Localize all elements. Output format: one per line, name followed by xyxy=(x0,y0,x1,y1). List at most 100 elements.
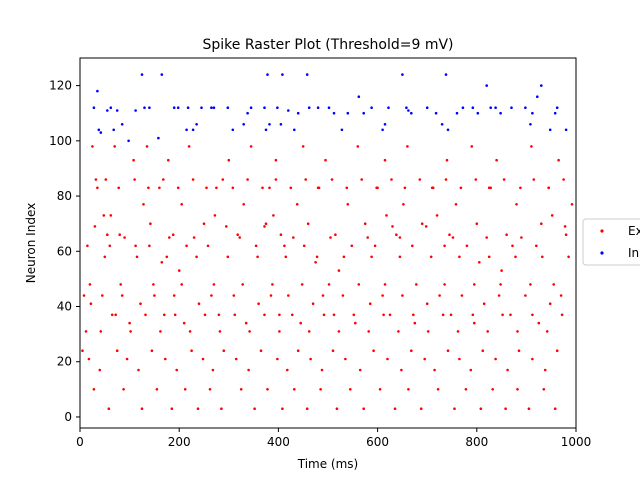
spike-point-ex xyxy=(469,368,473,372)
spike-point-ex xyxy=(236,233,239,236)
y-axis-label: Neuron Index xyxy=(24,203,38,283)
spike-point-ex xyxy=(378,388,382,391)
spike-point-ex xyxy=(532,178,536,181)
spike-point-ex xyxy=(481,349,485,353)
y-axis-ticks: 0 20 40 60 80 100 120 xyxy=(49,79,80,424)
spike-point-ex xyxy=(300,283,304,286)
spike-point-in xyxy=(143,106,146,109)
spike-point-in xyxy=(249,106,253,109)
spike-point-in xyxy=(109,106,113,109)
spike-point-ex xyxy=(514,255,517,259)
spike-point-ex xyxy=(221,178,225,181)
spike-point-ex xyxy=(435,214,439,217)
spike-point-ex xyxy=(93,225,97,228)
y-tick-label: 0 xyxy=(64,410,72,424)
spike-point-ex xyxy=(103,255,107,259)
spike-point-ex xyxy=(527,407,531,411)
spike-point-in xyxy=(346,111,350,115)
spike-point-in xyxy=(489,106,493,109)
spike-point-ex xyxy=(479,407,483,411)
spike-point-ex xyxy=(400,368,403,372)
spike-point-ex xyxy=(398,255,402,259)
x-tick-label: 400 xyxy=(267,435,290,449)
spike-point-ex xyxy=(520,236,523,239)
spike-point-ex xyxy=(388,313,392,317)
spike-point-ex xyxy=(89,302,93,306)
spike-point-ex xyxy=(256,255,259,259)
spike-point-in xyxy=(461,106,465,109)
spike-point-ex xyxy=(254,244,258,248)
x-axis-ticks: 0 200 400 600 800 1000 xyxy=(76,428,591,449)
spike-point-in xyxy=(112,128,115,132)
spike-point-in xyxy=(97,128,101,132)
spike-point-ex xyxy=(283,244,286,248)
spike-point-ex xyxy=(473,283,476,286)
spike-point-ex xyxy=(505,233,508,236)
spike-point-in xyxy=(476,111,480,115)
spike-point-in xyxy=(381,128,384,132)
y-tick-label: 100 xyxy=(49,134,72,148)
spike-point-in xyxy=(96,89,99,93)
spike-point-ex xyxy=(162,178,165,181)
spike-point-ex xyxy=(269,294,273,297)
spike-point-ex xyxy=(398,236,402,239)
spike-point-ex xyxy=(152,283,155,286)
spike-point-in xyxy=(195,123,198,126)
spike-point-ex xyxy=(464,388,468,391)
spike-point-in xyxy=(362,111,366,115)
spike-point-ex xyxy=(504,407,507,411)
spike-point-ex xyxy=(324,158,327,162)
spike-point-ex xyxy=(155,388,159,391)
spike-point-ex xyxy=(287,294,290,297)
spike-point-ex xyxy=(436,388,440,391)
spike-point-ex xyxy=(182,321,186,325)
spike-point-in xyxy=(185,128,188,132)
spike-point-ex xyxy=(360,178,364,181)
spike-point-ex xyxy=(322,313,326,317)
spike-point-ex xyxy=(564,233,568,236)
spike-point-ex xyxy=(102,214,106,217)
spike-point-in xyxy=(531,111,534,115)
spike-point-ex xyxy=(148,244,151,248)
y-tick-label: 80 xyxy=(57,189,72,203)
plot-area xyxy=(80,58,576,428)
spike-point-ex xyxy=(330,178,334,181)
spike-point-ex xyxy=(419,407,423,411)
spike-point-ex xyxy=(165,255,169,259)
spike-point-ex xyxy=(474,178,478,181)
spike-point-ex xyxy=(350,244,354,248)
spike-point-in xyxy=(200,106,203,109)
spike-point-ex xyxy=(266,388,269,391)
spike-point-ex xyxy=(144,313,147,317)
spike-point-ex xyxy=(149,222,152,225)
spike-point-ex xyxy=(119,283,122,286)
spike-point-ex xyxy=(81,349,84,353)
spike-point-ex xyxy=(173,313,177,317)
spike-point-ex xyxy=(367,330,371,333)
spike-point-ex xyxy=(456,330,460,333)
spike-point-ex xyxy=(431,186,435,190)
spike-point-ex xyxy=(382,313,385,317)
spike-point-ex xyxy=(446,349,450,353)
spike-point-in xyxy=(407,109,410,112)
spike-point-ex xyxy=(407,388,410,391)
spike-point-ex xyxy=(537,321,541,325)
spike-point-ex xyxy=(354,321,357,325)
spike-point-ex xyxy=(357,283,361,286)
spike-point-in xyxy=(510,106,513,109)
legend-marker-in xyxy=(600,251,604,255)
spike-point-ex xyxy=(150,349,154,353)
spike-point-ex xyxy=(87,357,91,361)
spike-point-in xyxy=(92,106,96,109)
spike-point-ex xyxy=(332,313,336,317)
spike-point-in xyxy=(485,84,489,87)
spike-point-ex xyxy=(406,145,409,148)
spike-point-in xyxy=(340,128,344,132)
spike-point-ex xyxy=(211,368,215,372)
spike-point-ex xyxy=(107,407,111,411)
spike-point-ex xyxy=(552,283,555,286)
x-tick-label: 200 xyxy=(168,435,191,449)
spike-point-ex xyxy=(259,349,263,353)
spike-point-ex xyxy=(349,388,352,391)
spike-point-ex xyxy=(547,186,550,190)
